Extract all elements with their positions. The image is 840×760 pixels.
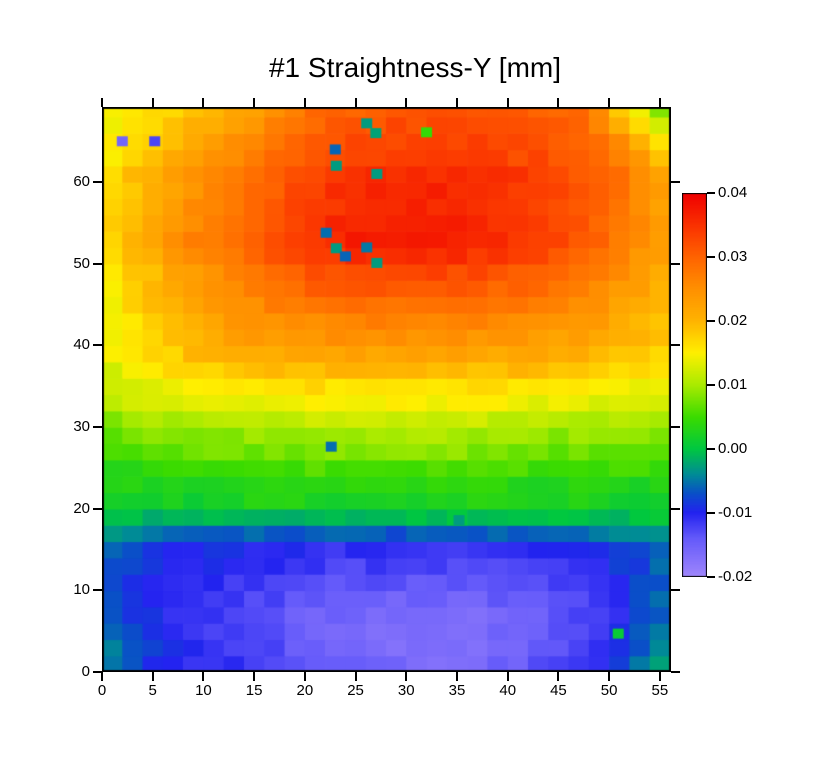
right-tick (671, 507, 680, 510)
colorbar-tick (707, 256, 715, 258)
y-tick (93, 671, 102, 673)
y-tick-label: 40 (73, 336, 90, 354)
top-tick (354, 98, 357, 107)
right-tick (671, 426, 680, 429)
top-tick (455, 98, 458, 107)
x-tick-label: 45 (550, 682, 567, 699)
x-tick (202, 672, 205, 681)
colorbar-tick-label: -0.02 (718, 568, 753, 585)
colorbar-gradient (682, 193, 707, 577)
y-tick (93, 589, 102, 592)
right-tick (671, 589, 680, 592)
top-tick (303, 98, 306, 107)
x-tick (101, 672, 103, 681)
x-tick-label: 10 (195, 682, 212, 699)
y-tick (93, 426, 102, 429)
top-tick (101, 98, 103, 107)
colorbar-tick (707, 192, 715, 194)
y-tick-label: 20 (73, 499, 90, 517)
colorbar-tick-label: -0.01 (718, 504, 753, 521)
colorbar-tick-label: 0.02 (718, 312, 748, 329)
top-tick (151, 98, 154, 107)
x-tick-label: 50 (600, 682, 618, 699)
right-tick (671, 181, 680, 184)
colorbar-tick (707, 512, 715, 514)
x-tick-label: 0 (97, 682, 107, 699)
x-tick-label: 30 (397, 682, 415, 699)
x-tick-label: 40 (499, 682, 517, 699)
top-tick (202, 98, 205, 107)
colorbar-tick-label: 0.01 (718, 376, 748, 393)
x-tick-label: 55 (651, 682, 669, 699)
x-tick (608, 672, 611, 681)
y-tick (93, 181, 102, 184)
x-tick (354, 672, 357, 681)
colorbar-tick (707, 320, 715, 322)
x-tick-label: 5 (148, 682, 157, 699)
y-tick-label: 60 (73, 173, 90, 191)
right-tick (671, 671, 680, 673)
x-tick-label: 35 (448, 682, 466, 699)
top-tick (405, 98, 408, 107)
x-tick-label: 25 (347, 682, 364, 699)
right-tick (671, 344, 680, 347)
y-tick-label: 10 (73, 581, 90, 599)
x-tick-label: 15 (245, 682, 263, 699)
x-tick (455, 672, 458, 681)
right-tick (671, 262, 680, 265)
x-tick (405, 672, 408, 681)
x-tick (151, 672, 154, 681)
y-tick-label: 50 (73, 254, 90, 272)
x-tick (506, 672, 509, 681)
heatmap-canvas (102, 107, 671, 672)
x-tick (253, 672, 256, 681)
colorbar-tick-label: 0.03 (718, 248, 748, 265)
colorbar-tick (707, 576, 715, 578)
x-tick (303, 672, 306, 681)
chart-title: #1 Straightness-Y [mm] (268, 52, 562, 83)
y-tick-label: 0 (81, 663, 90, 680)
x-tick (658, 672, 661, 681)
top-tick (608, 98, 611, 107)
colorbar-tick-label: 0.04 (718, 184, 748, 201)
top-tick (506, 98, 509, 107)
y-tick (93, 344, 102, 347)
top-tick (658, 98, 661, 107)
y-tick-label: 30 (73, 418, 90, 436)
colorbar-tick-label: 0.00 (718, 440, 748, 457)
top-tick (557, 98, 560, 107)
y-tick (93, 262, 102, 265)
x-tick-label: 20 (296, 682, 314, 699)
top-tick (253, 98, 256, 107)
colorbar-tick (707, 384, 715, 386)
x-tick (557, 672, 560, 681)
y-tick (93, 507, 102, 510)
colorbar-tick (707, 448, 715, 450)
